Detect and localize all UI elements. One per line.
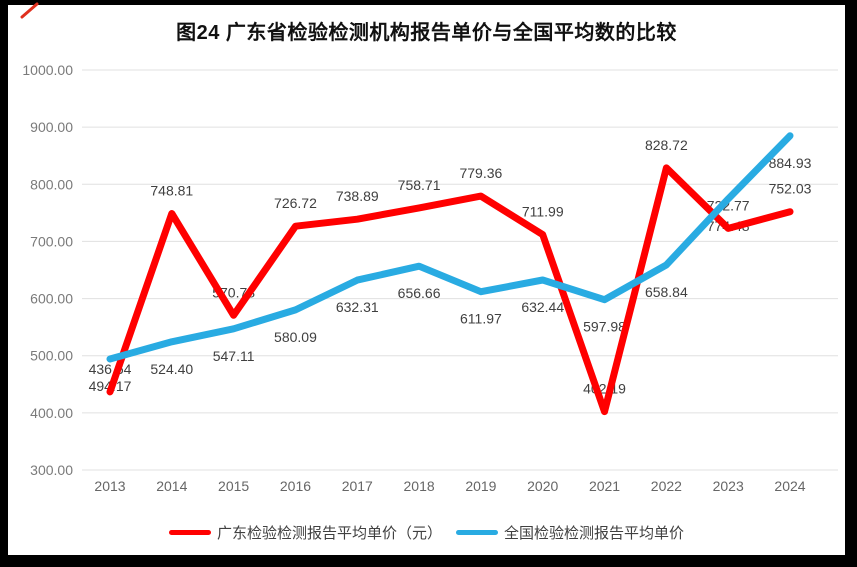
data-label-guangdong: 436.64 xyxy=(89,361,132,377)
data-label-guangdong: 779.36 xyxy=(459,165,502,181)
x-axis-tick-label: 2018 xyxy=(404,478,435,494)
x-axis-tick-label: 2024 xyxy=(774,478,805,494)
legend-line-guangdong-icon xyxy=(168,529,211,535)
data-label-guangdong: 828.72 xyxy=(645,137,688,153)
legend-line-national-icon xyxy=(456,529,498,535)
data-label-national: 632.31 xyxy=(336,299,379,315)
y-axis-tick-label: 400.00 xyxy=(30,405,73,421)
data-label-national: 658.84 xyxy=(645,284,688,300)
series-line-guangdong xyxy=(106,164,794,416)
x-axis-tick-label: 2020 xyxy=(527,478,558,494)
data-label-guangdong: 748.81 xyxy=(150,183,193,199)
y-axis-tick-label: 300.00 xyxy=(30,462,73,478)
data-label-guangdong: 402.19 xyxy=(583,381,626,397)
data-label-national: 524.40 xyxy=(150,361,193,377)
x-axis-tick-label: 2021 xyxy=(589,478,620,494)
data-label-national: 632.44 xyxy=(521,299,564,315)
x-axis-tick-label: 2013 xyxy=(94,478,125,494)
data-label-national: 580.09 xyxy=(274,329,317,345)
data-label-national: 884.93 xyxy=(769,155,812,171)
red-pen-mark-icon xyxy=(20,2,39,19)
series-line-national xyxy=(106,132,794,363)
border-left xyxy=(0,0,8,567)
y-axis-tick-label: 600.00 xyxy=(30,291,73,307)
data-label-national: 611.97 xyxy=(460,311,502,327)
data-label-national: 547.11 xyxy=(213,348,255,364)
border-bottom xyxy=(0,555,857,567)
data-label-guangdong: 726.72 xyxy=(274,195,317,211)
legend-label-guangdong: 广东检验检测报告平均单价（元） xyxy=(216,524,442,542)
border-right xyxy=(845,0,857,567)
data-label-national: 597.98 xyxy=(583,319,626,335)
legend-label-national: 全国检验检测报告平均单价 xyxy=(504,524,685,542)
data-label-guangdong: 738.89 xyxy=(336,188,379,204)
y-axis-tick-label: 800.00 xyxy=(30,176,73,192)
x-axis-tick-label: 2014 xyxy=(156,478,187,494)
legend-item-national: 全国检验检测报告平均单价 xyxy=(456,522,684,543)
legend-item-guangdong: 广东检验检测报告平均单价（元） xyxy=(168,522,442,543)
y-axis-tick-label: 900.00 xyxy=(30,119,73,135)
x-axis-tick-label: 2017 xyxy=(342,478,373,494)
x-axis-tick-label: 2015 xyxy=(218,478,249,494)
border-top xyxy=(0,0,857,5)
data-label-guangdong: 711.99 xyxy=(522,204,564,220)
x-axis-tick-label: 2016 xyxy=(280,478,311,494)
y-axis-tick-label: 500.00 xyxy=(30,348,73,364)
chart-title: 图24 广东省检验检测机构报告单价与全国平均数的比较 xyxy=(176,22,677,44)
x-axis-tick-label: 2022 xyxy=(651,478,682,494)
chart-legend: 广东检验检测报告平均单价（元） 全国检验检测报告平均单价 xyxy=(8,521,845,543)
data-label-guangdong: 758.71 xyxy=(398,177,441,193)
x-axis-tick-label: 2019 xyxy=(465,478,496,494)
data-label-guangdong: 752.03 xyxy=(769,181,812,197)
y-axis-tick-label: 700.00 xyxy=(30,233,73,249)
y-axis-tick-label: 1000.00 xyxy=(22,62,73,78)
x-axis-tick-label: 2023 xyxy=(713,478,744,494)
data-label-national: 656.66 xyxy=(398,285,441,301)
